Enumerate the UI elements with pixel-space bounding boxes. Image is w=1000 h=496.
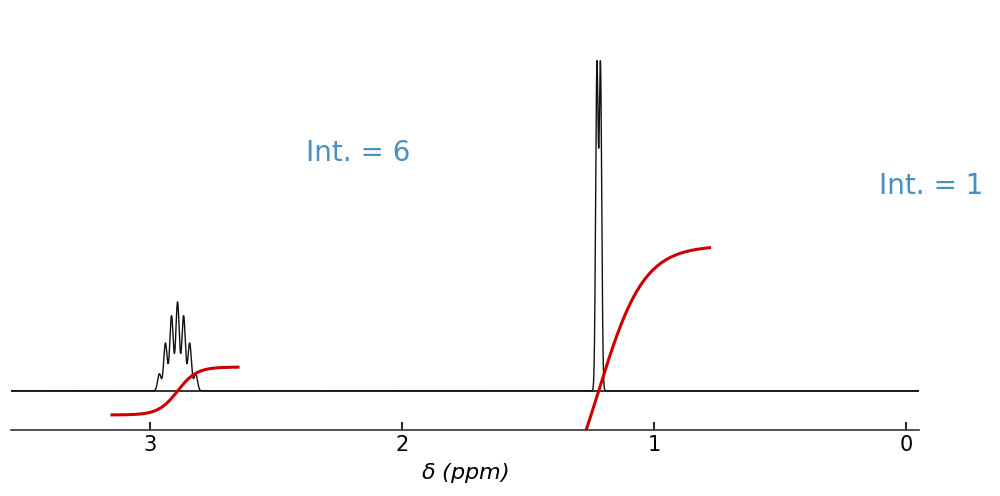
- X-axis label: $\delta$ (ppm): $\delta$ (ppm): [421, 461, 509, 485]
- Text: Int. = 1: Int. = 1: [879, 172, 983, 200]
- Text: Int. = 6: Int. = 6: [306, 139, 411, 167]
